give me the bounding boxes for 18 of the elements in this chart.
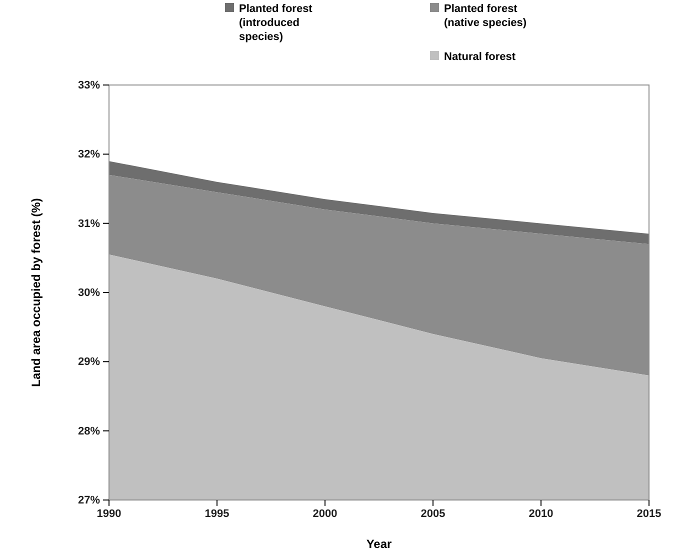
x-tick-label: 2005	[420, 508, 446, 520]
y-tick-label: 33%	[78, 80, 100, 92]
x-tick-label: 1990	[96, 508, 122, 520]
y-tick-label: 30%	[78, 287, 100, 300]
x-tick-label: 2010	[528, 508, 554, 520]
y-tick-label: 31%	[78, 218, 100, 230]
y-tick-label: 28%	[78, 425, 100, 438]
legend-label: Planted forest (native species)	[444, 3, 527, 29]
y-tick-label: 29%	[78, 356, 100, 368]
x-tick-label: 1995	[204, 508, 230, 520]
legend-label: Natural forest	[444, 51, 516, 63]
legend-label: Planted forest (introduced species)	[239, 3, 313, 43]
x-tick-label: 2000	[312, 508, 338, 520]
x-tick-label: 2015	[636, 508, 662, 520]
y-axis-title: Land area occupied by forest (%)	[29, 198, 43, 387]
y-tick-label: 27%	[78, 494, 100, 507]
y-tick-label: 32%	[78, 148, 100, 161]
x-axis-title: Year	[366, 537, 392, 551]
